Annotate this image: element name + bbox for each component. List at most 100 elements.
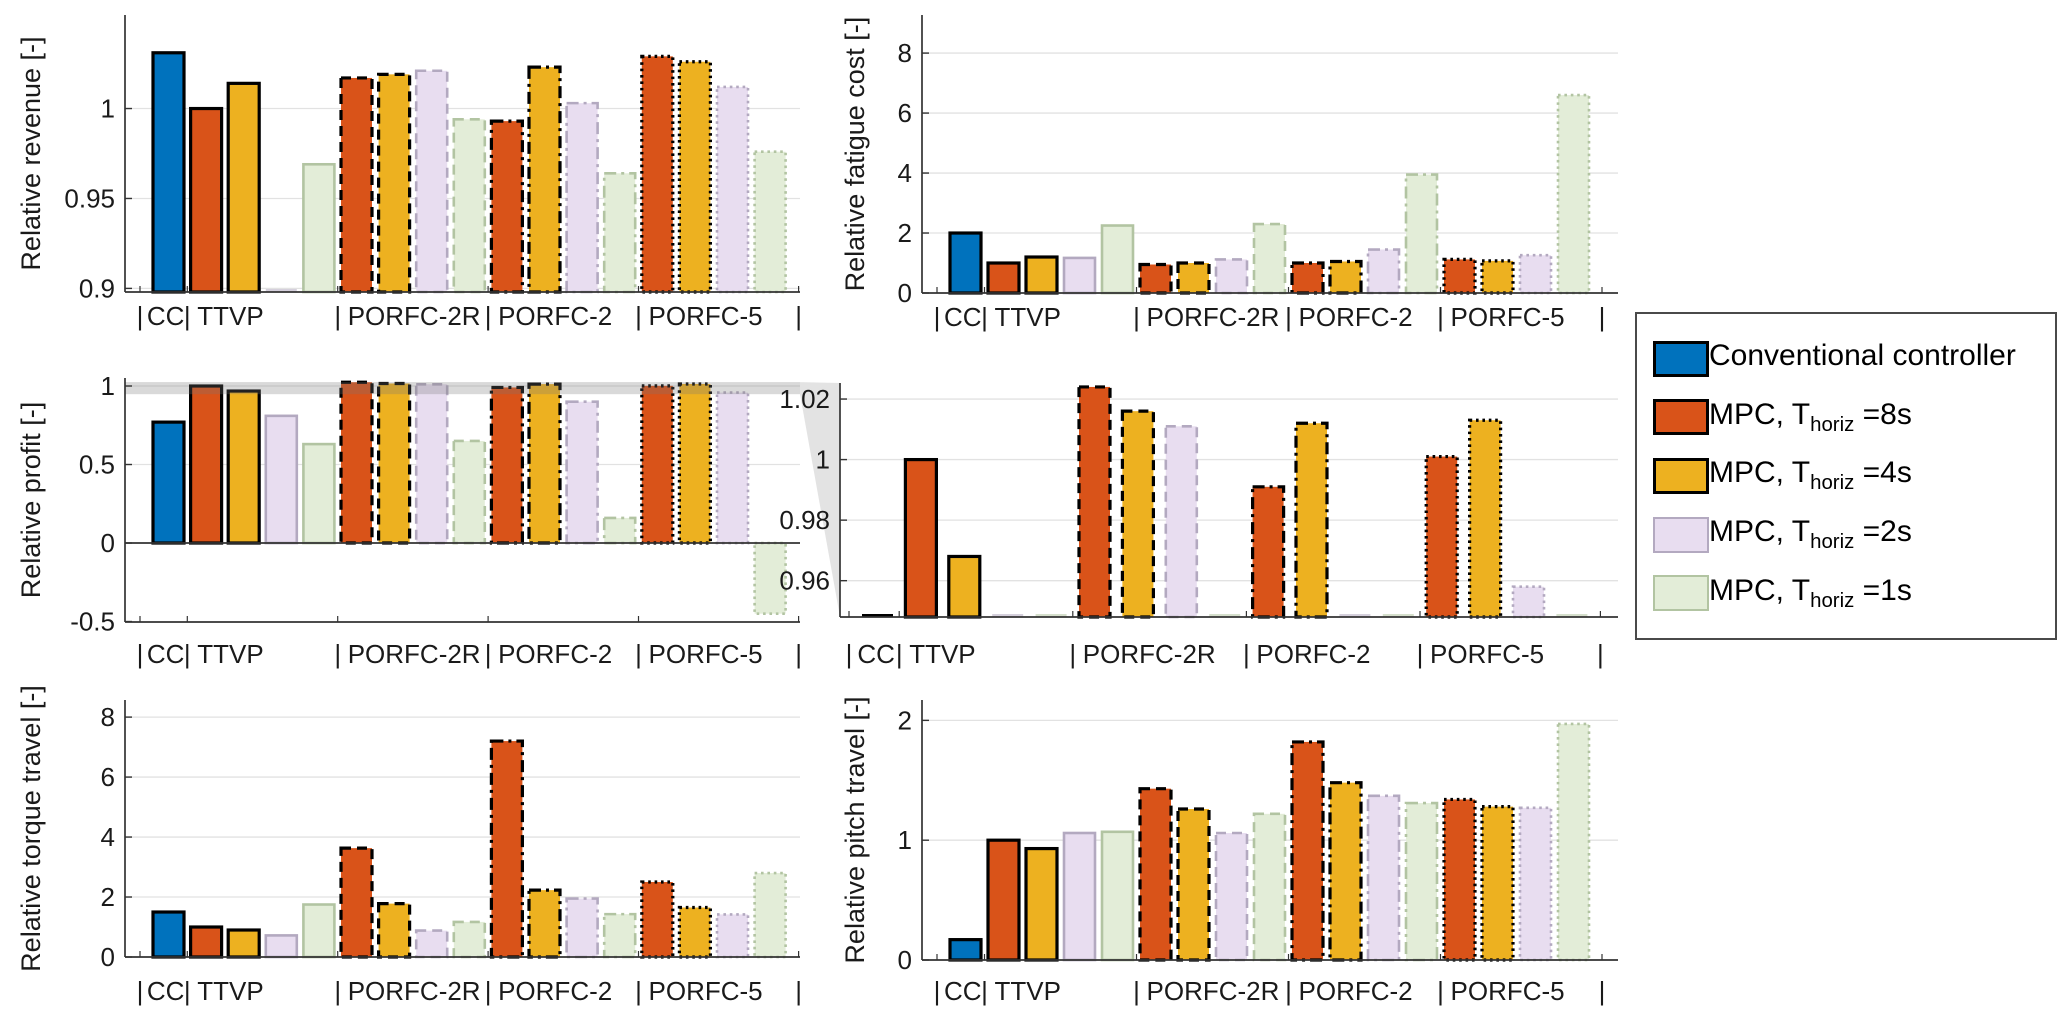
- bar-mpc1-TTVP: [1100, 224, 1135, 295]
- bar-mpc1-PORFC-2R: [452, 439, 487, 545]
- legend-swatch-mpc-1s: [1653, 575, 1709, 612]
- bar-mpc1-TTVP: [302, 162, 336, 294]
- bar-mpc8-PORFC-5: [1442, 257, 1477, 295]
- bar-mpc2-PORFC-2: [1366, 248, 1401, 295]
- x-group-label: CC: [147, 976, 185, 1006]
- bar-mpc1-PORFC-5: [753, 541, 787, 615]
- x-separator: |: [485, 301, 492, 331]
- x-group-label: PORFC-2: [1256, 639, 1370, 669]
- legend-item-mpc-2s: MPC, Thoriz =2s: [1653, 514, 2051, 553]
- bar-mpc8-PORFC-2: [1250, 485, 1286, 619]
- x-separator: |: [334, 301, 341, 331]
- x-group-label: TTVP: [197, 301, 263, 331]
- bar-mpc8-PORFC-2: [1290, 740, 1325, 962]
- x-separator: |: [1133, 302, 1140, 332]
- y-axis-title: Relative pitch travel [-]: [840, 696, 870, 963]
- bar-mpc8-PORFC-2R: [1077, 385, 1112, 619]
- x-separator: |: [485, 976, 492, 1006]
- y-tick-label: 2: [898, 218, 912, 248]
- x-separator: |: [334, 976, 341, 1006]
- bar-clipped-mpc1: [1035, 614, 1067, 617]
- bar-mpc8-PORFC-2: [489, 385, 524, 545]
- x-separator: |: [795, 301, 802, 331]
- legend-item-conventional: Conventional controller: [1653, 338, 2051, 377]
- y-tick-label: 1: [898, 825, 912, 855]
- x-group-label: PORFC-5: [1451, 976, 1565, 1006]
- bar-mpc2-PORFC-2: [565, 400, 599, 545]
- bar-mpc4-PORFC-2R: [377, 902, 412, 959]
- legend-item-mpc-1s: MPC, Thoriz =1s: [1653, 575, 2051, 612]
- bar-clipped-mpc2: [992, 614, 1024, 617]
- x-group-label: PORFC-2: [498, 301, 612, 331]
- x-group-label: PORFC-2R: [348, 301, 481, 331]
- zoom-band: [125, 382, 800, 395]
- bar-mpc1-PORFC-2: [1404, 801, 1439, 962]
- bar-mpc2-PORFC-5: [715, 913, 750, 959]
- x-separator: |: [137, 976, 144, 1006]
- x-group-label: CC: [857, 639, 895, 669]
- bar-mpc4-PORFC-5: [1480, 805, 1515, 962]
- legend-label: MPC, Thoriz =4s: [1709, 456, 1912, 495]
- x-separator: |: [795, 639, 802, 669]
- x-group-label: PORFC-2: [1299, 976, 1413, 1006]
- bar-mpc1-PORFC-5: [753, 150, 787, 294]
- y-tick-label: 1: [816, 445, 830, 475]
- y-tick-label: 1: [101, 371, 115, 401]
- x-group-label: PORFC-2R: [348, 976, 481, 1006]
- bar-mpc4-TTVP: [226, 928, 261, 959]
- bar-mpc8-PORFC-2R: [339, 76, 374, 294]
- bar-mpc4-PORFC-5: [677, 60, 713, 294]
- x-separator: |: [981, 302, 988, 332]
- x-group-label: PORFC-5: [649, 301, 763, 331]
- x-group-label: TTVP: [995, 976, 1061, 1006]
- bar-mpc8-TTVP: [903, 457, 939, 619]
- bar-mpc2-TTVP: [264, 934, 299, 959]
- bar-mpc2-PORFC-2: [565, 101, 599, 294]
- x-separator: |: [934, 302, 941, 332]
- x-group-label: PORFC-5: [1430, 639, 1544, 669]
- bar-mpc2-PORFC-5: [1518, 806, 1553, 962]
- y-tick-label: 2: [898, 705, 912, 735]
- x-separator: |: [795, 976, 802, 1006]
- x-separator: |: [1597, 639, 1604, 669]
- x-group-label: PORFC-5: [649, 976, 763, 1006]
- legend-swatch-mpc-4s: [1653, 457, 1709, 494]
- legend-label: MPC, Thoriz =2s: [1709, 514, 1912, 553]
- y-tick-label: 6: [101, 762, 115, 792]
- bar-mpc8-TTVP: [986, 261, 1021, 295]
- legend-label: Conventional controller: [1709, 338, 2016, 372]
- x-group-label: PORFC-2: [498, 976, 612, 1006]
- bar-mpc4-PORFC-5: [1467, 418, 1503, 619]
- bar-conv-CC: [151, 910, 186, 959]
- y-tick-label: 6: [898, 98, 912, 128]
- bar-mpc2-PORFC-2: [565, 897, 599, 959]
- bar-mpc8-PORFC-2R: [1138, 262, 1173, 295]
- x-group-label: TTVP: [197, 639, 263, 669]
- bar-conv-CC: [151, 51, 186, 294]
- bar-mpc8-PORFC-2R: [339, 380, 374, 545]
- bar-mpc8-PORFC-5: [1424, 454, 1459, 619]
- bar-mpc8-PORFC-2: [489, 739, 524, 959]
- x-separator: |: [1417, 639, 1424, 669]
- bar-mpc8-PORFC-2R: [1138, 787, 1173, 962]
- bar-mpc4-PORFC-2R: [377, 381, 412, 545]
- bar-mpc1-TTVP: [1100, 830, 1135, 962]
- x-separator: |: [184, 639, 191, 669]
- x-separator: |: [1243, 639, 1250, 669]
- x-group-label: TTVP: [909, 639, 975, 669]
- bar-mpc8-TTVP: [189, 384, 224, 545]
- bar-conv-CC: [948, 938, 983, 962]
- x-group-label: CC: [944, 976, 982, 1006]
- y-axis-title: Relative profit [-]: [16, 402, 46, 599]
- bar-mpc2-PORFC-5: [1518, 253, 1553, 295]
- bar-mpc1-TTVP: [302, 442, 336, 545]
- y-tick-label: 0.98: [779, 505, 830, 535]
- bar-mpc4-PORFC-5: [677, 905, 713, 959]
- x-group-label: PORFC-5: [1451, 302, 1565, 332]
- y-tick-label: -0.5: [70, 607, 115, 637]
- bar-mpc4-PORFC-2R: [1176, 807, 1211, 962]
